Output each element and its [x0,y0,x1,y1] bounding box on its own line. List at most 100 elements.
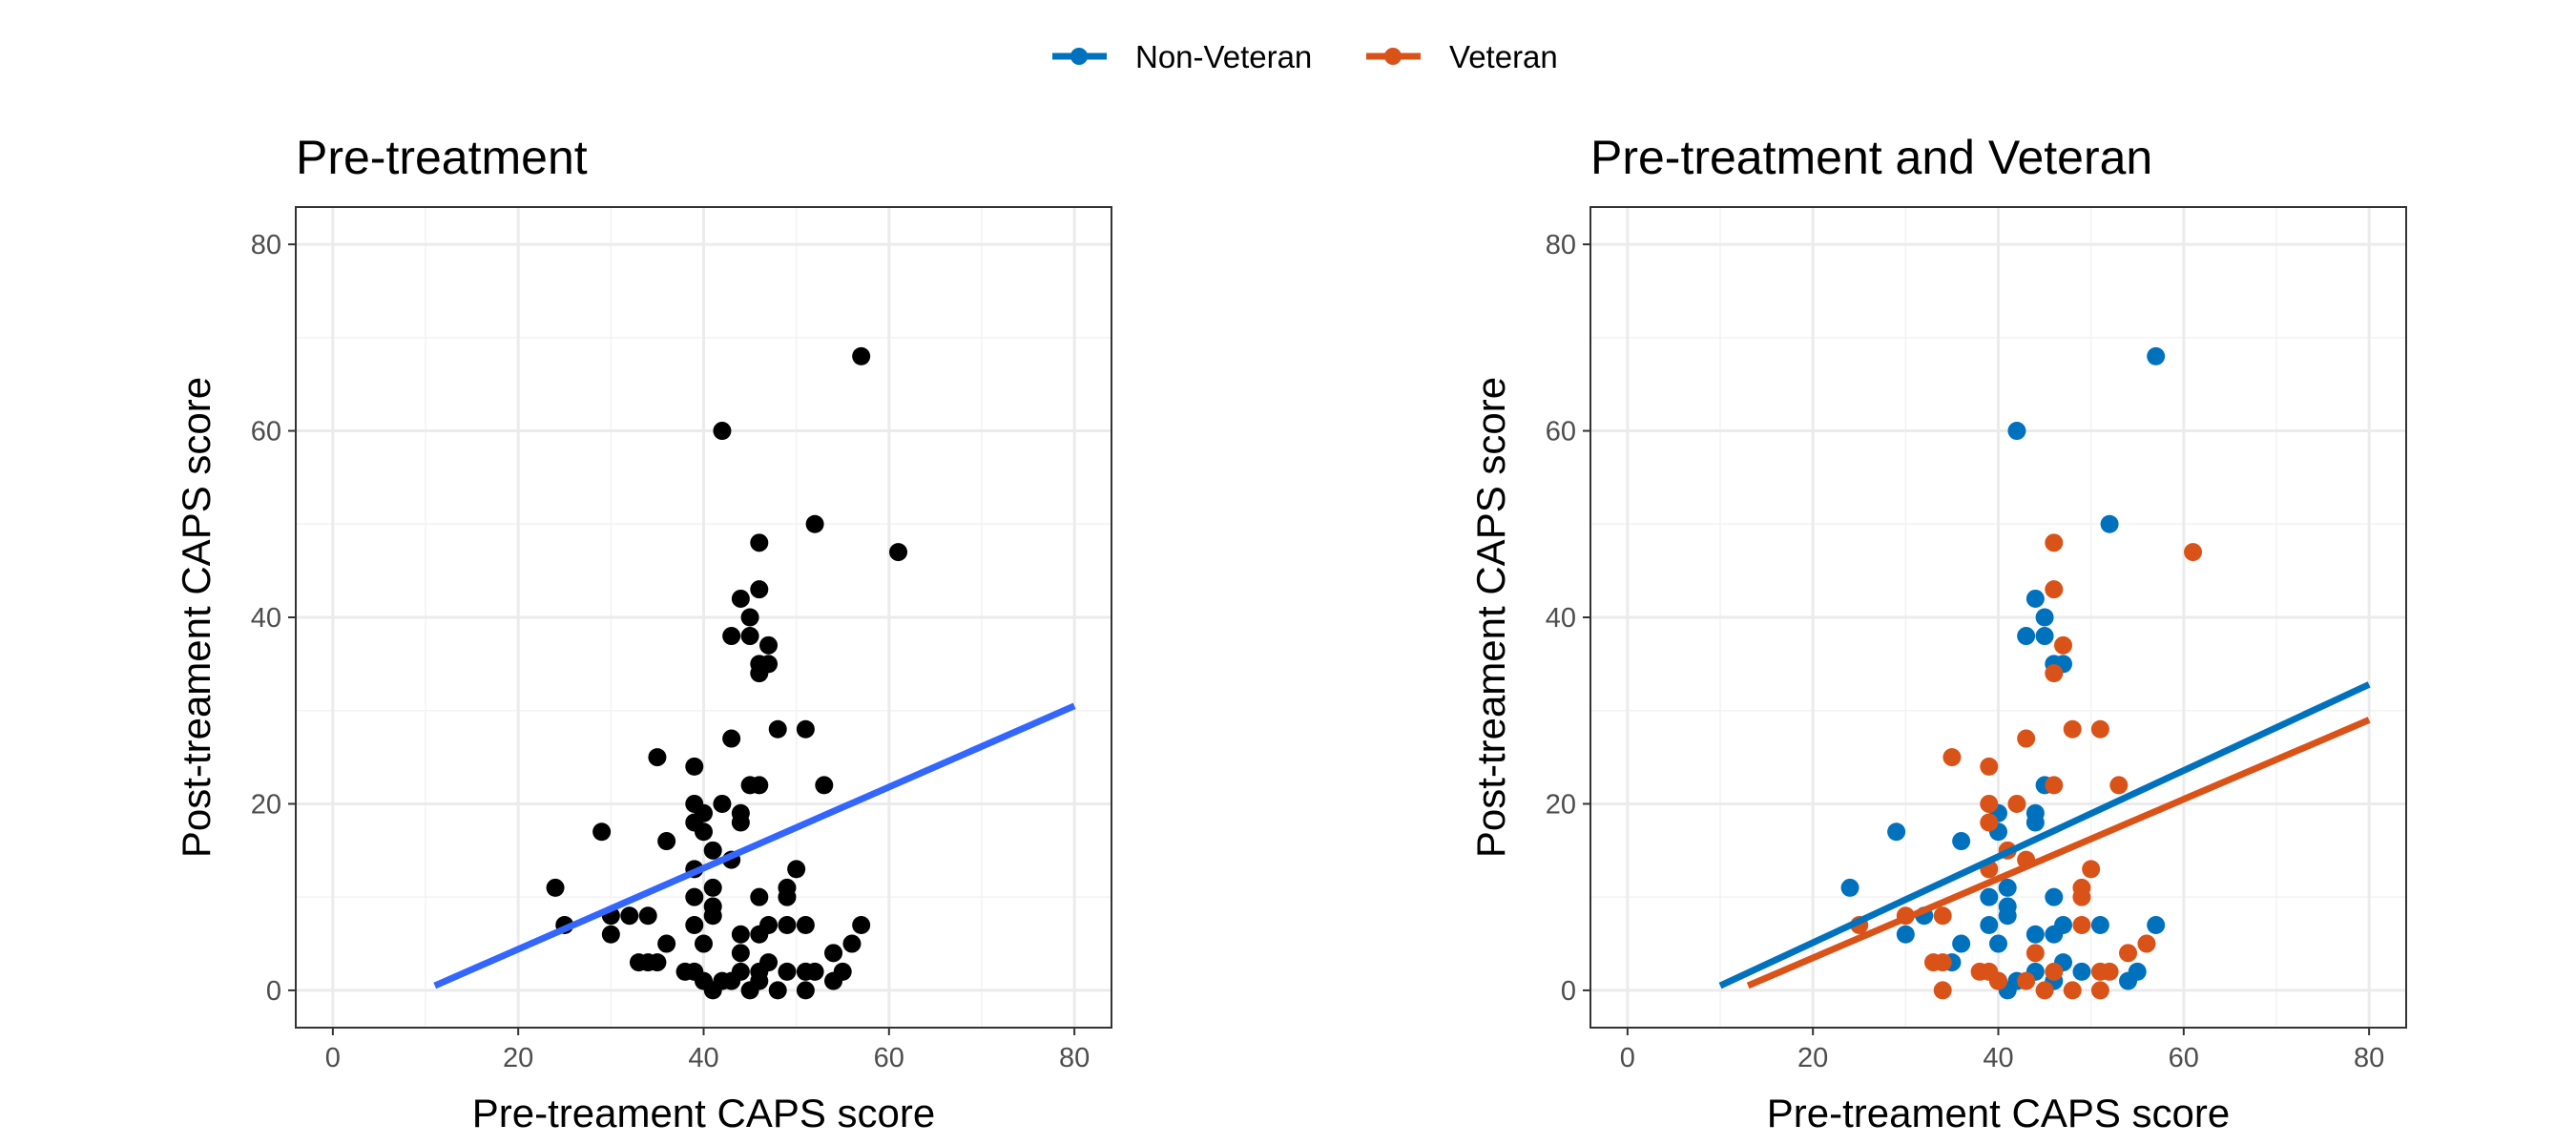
data-point-41-8 [703,906,722,926]
data-point-veteran-43-27 [2017,729,2036,748]
data-point-veteran-40-1 [1989,971,2007,990]
data-point-veteran-48-0 [2063,981,2082,1000]
data-point-non-veteran-39-10 [1980,887,1999,906]
data-point-47-3 [759,953,779,972]
y-tick-label: 80 [1546,230,1576,260]
legend: Non-Veteran Veteran [1052,39,1558,74]
data-point-non-veteran-57-7 [2147,916,2166,934]
data-point-41-11 [703,878,722,897]
data-point-39-24 [685,757,704,776]
data-point-veteran-39-24 [1980,757,1999,776]
data-point-veteran-61-47 [2184,543,2203,562]
y-tick-label: 40 [251,603,281,634]
legend-item-non-veteran: Non-Veteran [1052,39,1312,74]
data-point-veteran-44-4 [2025,944,2045,963]
data-point-veteran-52-2 [2100,962,2119,981]
data-point-veteran-34-0 [1933,981,1952,1000]
data-point-non-veteran-41-8 [1998,906,2017,926]
data-point-46-43 [750,580,769,599]
data-point-46-1 [750,971,769,990]
y-axis-title: Post-treament CAPS score [1468,377,1513,858]
data-point-veteran-50-13 [2082,860,2101,879]
data-point-non-veteran-36-16 [1952,832,1971,851]
x-tick-label: 80 [1059,1043,1090,1073]
data-point-46-22 [750,776,769,795]
x-tick-label: 40 [688,1043,718,1073]
panel-title: Pre-treatment [296,131,588,184]
data-point-non-veteran-43-38 [2017,627,2036,646]
fit-line [433,702,1076,989]
data-point-39-7 [685,916,704,934]
x-tick-label: 0 [1620,1043,1635,1073]
data-point-non-veteran-55-2 [2128,962,2147,981]
data-point-49-7 [778,916,797,934]
y-tick-label: 80 [251,230,281,260]
data-point-49-10 [778,887,797,906]
data-point-non-veteran-30-6 [1896,925,1915,944]
data-point-veteran-34-8 [1933,906,1952,926]
data-point-29-17 [592,822,612,842]
y-tick-label: 40 [1546,603,1576,634]
data-point-44-4 [731,944,750,963]
data-point-veteran-42-20 [2007,794,2026,813]
data-point-44-2 [731,962,750,981]
data-point-55-2 [833,962,852,981]
y-tick-label: 60 [251,417,281,448]
data-point-non-veteran-41-11 [1998,878,2017,897]
data-point-54-4 [824,944,843,963]
data-point-veteran-51-28 [2090,719,2109,739]
data-point-non-veteran-47-7 [2054,916,2073,934]
x-tick-label: 40 [1983,1043,2013,1073]
y-tick-label: 60 [1546,417,1576,448]
data-point-48-28 [768,719,787,739]
data-point-44-6 [731,925,750,944]
data-point-47-7 [759,916,779,934]
data-point-43-27 [722,729,741,748]
data-point-24-11 [546,878,565,897]
data-point-61-47 [889,543,908,562]
data-point-veteran-49-10 [2072,887,2091,906]
data-point-non-veteran-45-38 [2035,627,2054,646]
data-point-32-8 [620,906,639,926]
panel-pre-treatment: Pre-treatment 0 20 40 60 80 0 20 40 60 80 Pre-tream… [174,131,1112,1135]
legend-label-non-veteran: Non-Veteran [1135,39,1312,74]
data-point-non-veteran-29-17 [1887,822,1906,842]
data-point-35-3 [648,953,667,972]
data-point-veteran-49-7 [2072,916,2091,934]
data-point-veteran-54-4 [2119,944,2138,963]
data-point-30-6 [601,925,620,944]
data-point-veteran-56-5 [2137,934,2156,953]
data-point-42-60 [713,422,732,441]
data-point-non-veteran-39-7 [1980,916,1999,934]
x-tick-label: 20 [503,1043,533,1073]
data-point-57-7 [852,916,871,934]
data-point-53-22 [815,776,834,795]
data-point-veteran-34-3 [1933,953,1952,972]
data-point-46-48 [750,533,769,552]
data-point-non-veteran-40-5 [1989,934,2007,953]
data-point-non-veteran-49-2 [2072,962,2091,981]
data-point-40-19 [695,803,713,822]
data-point-non-veteran-42-60 [2007,422,2026,441]
data-point-44-42 [731,589,750,608]
data-point-49-2 [778,962,797,981]
data-point-veteran-51-0 [2090,981,2109,1000]
data-point-43-38 [722,627,741,646]
x-axis-title: Pre-treament CAPS score [1767,1091,2231,1135]
fit-line-non-veteran [1718,681,2371,989]
data-point-veteran-46-22 [2045,776,2064,795]
data-point-non-veteran-36-5 [1952,934,1971,953]
x-tick-label: 0 [325,1043,341,1073]
data-point-51-7 [796,916,815,934]
data-point-non-veteran-46-10 [2045,887,2064,906]
data-point-veteran-46-2 [2045,962,2064,981]
data-point-41-15 [703,841,722,860]
y-tick-label: 20 [251,789,281,820]
data-point-52-2 [805,962,824,981]
data-point-48-0 [768,981,787,1000]
data-point-non-veteran-57-68 [2147,346,2166,365]
data-point-47-37 [759,635,779,655]
x-tick-label: 80 [2354,1043,2384,1073]
data-point-non-veteran-45-40 [2035,608,2054,627]
data-point-50-13 [787,860,806,879]
